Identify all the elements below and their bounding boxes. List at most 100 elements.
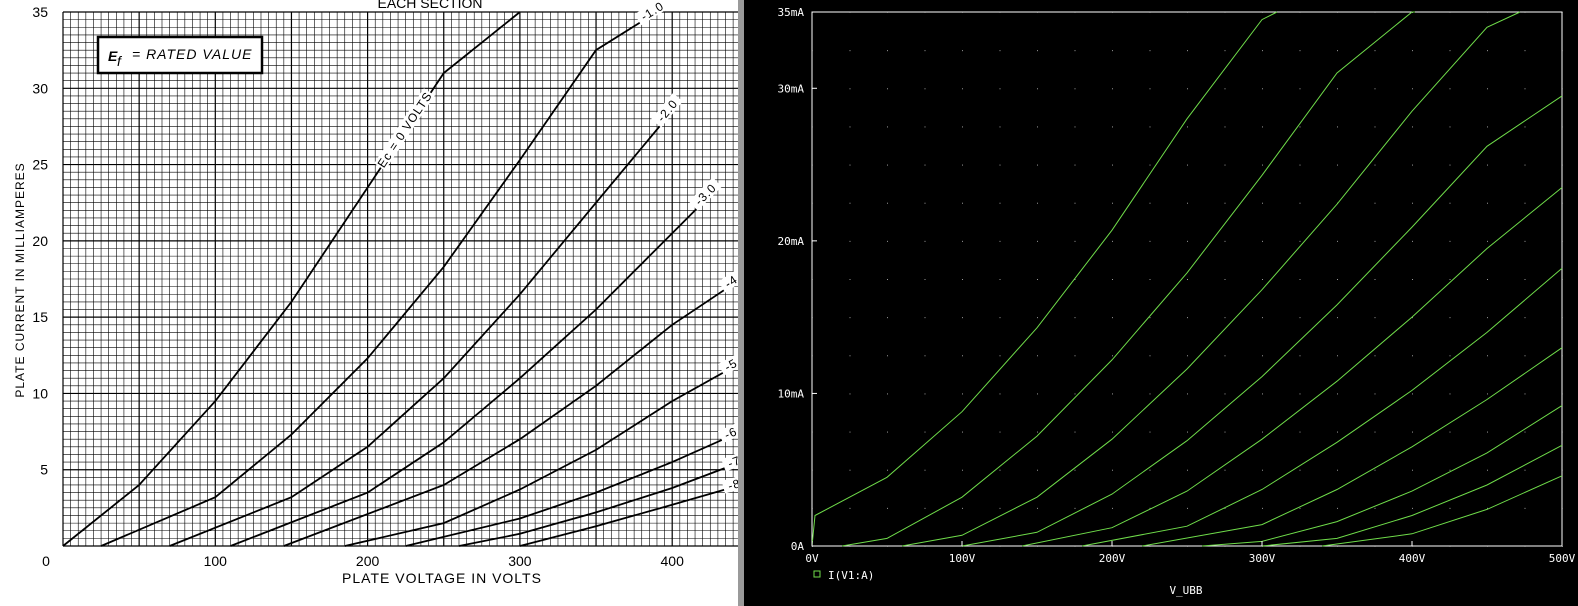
grid-dot <box>1487 317 1488 319</box>
grid-dot <box>1562 431 1563 433</box>
grid-dot <box>1112 88 1113 90</box>
grid-dot <box>887 50 888 52</box>
grid-dot <box>1487 240 1488 242</box>
grid-dot <box>1187 469 1188 471</box>
x-tick-label: 200 <box>356 553 380 569</box>
y-tick-label: 20 <box>32 233 48 249</box>
grid-dot <box>1074 507 1076 509</box>
grid-dot <box>1262 546 1263 547</box>
grid-dot <box>1149 240 1151 242</box>
grid-dot <box>849 202 851 204</box>
grid-dot <box>1224 240 1226 242</box>
grid-dot <box>1487 279 1488 281</box>
grid-dot <box>924 50 926 52</box>
trace-line <box>1201 405 1563 547</box>
grid-dot <box>812 355 813 357</box>
x-tick-label: 0V <box>805 552 819 565</box>
grid-dot <box>849 126 851 128</box>
grid-dot <box>1187 393 1188 395</box>
y-tick-label: 5 <box>40 462 48 478</box>
grid-dot <box>1037 469 1038 471</box>
grid-dot <box>1112 355 1113 357</box>
grid-dot <box>962 317 963 319</box>
grid-dot <box>1149 88 1151 90</box>
grid-dot <box>1337 50 1338 52</box>
grid-dot <box>1299 355 1301 357</box>
grid-dot <box>1337 469 1338 471</box>
grid-dot <box>849 393 851 395</box>
grid-dot <box>1449 202 1451 204</box>
grid-dot <box>1562 240 1563 242</box>
grid-dot <box>1412 202 1413 204</box>
grid-dot <box>1299 50 1301 52</box>
curve-label-text: -7. <box>726 452 738 471</box>
grid-dot <box>849 317 851 319</box>
grid-dot <box>1037 317 1038 319</box>
grid-dot <box>1074 240 1076 242</box>
grid-dot <box>1224 317 1226 319</box>
x-tick-label: 400 <box>661 553 685 569</box>
grid-dot <box>1524 507 1526 509</box>
grid-dot <box>1412 12 1413 14</box>
grid-dot <box>1562 88 1563 90</box>
grid-dot <box>1374 88 1376 90</box>
grid-dot <box>1299 88 1301 90</box>
grid-dot <box>1149 355 1151 357</box>
grid-dot <box>1037 355 1038 357</box>
grid-dot <box>1262 202 1263 204</box>
grid-dot <box>1412 355 1413 357</box>
grid-dot <box>1337 279 1338 281</box>
grid-dot <box>887 88 888 90</box>
grid-dot <box>1262 317 1263 319</box>
grid-dot <box>1074 88 1076 90</box>
grid-dot <box>1562 279 1563 281</box>
grid-dot <box>962 469 963 471</box>
grid-dot <box>1487 164 1488 166</box>
grid-dot <box>1262 164 1263 166</box>
grid-dot <box>812 279 813 281</box>
y-tick-label: 0A <box>791 540 805 553</box>
grid-dot <box>1374 279 1376 281</box>
grid-dot <box>1449 317 1451 319</box>
y-tick-label: 30mA <box>778 82 805 95</box>
grid-dot <box>812 164 813 166</box>
grid-dot <box>1224 126 1226 128</box>
curve-label: -8. <box>721 473 738 494</box>
grid-dot <box>1524 202 1526 204</box>
grid-dot <box>1412 393 1413 395</box>
grid-dot <box>962 164 963 166</box>
right-plot-frame <box>811 11 1563 547</box>
grid-dot <box>887 12 888 14</box>
grid-dot <box>1449 393 1451 395</box>
grid-dot <box>924 317 926 319</box>
grid-dot <box>1149 279 1151 281</box>
curve-line <box>169 110 673 547</box>
grid-dot <box>1374 469 1376 471</box>
grid-dot <box>1449 88 1451 90</box>
grid-dot <box>924 393 926 395</box>
grid-dot <box>1074 12 1076 14</box>
grid-dot <box>924 279 926 281</box>
grid-dot <box>962 431 963 433</box>
grid-dot <box>1337 240 1338 242</box>
grid-dot <box>1074 164 1076 166</box>
grid-dot <box>1412 431 1413 433</box>
grid-dot <box>924 469 926 471</box>
grid-dot <box>1149 507 1151 509</box>
grid-dot <box>1562 546 1563 547</box>
grid-dot <box>1112 50 1113 52</box>
grid-dot <box>999 431 1001 433</box>
grid-dot <box>887 546 888 547</box>
grid-dot <box>1449 431 1451 433</box>
grid-dot <box>887 279 888 281</box>
grid-dot <box>1224 279 1226 281</box>
trace-line <box>1081 267 1563 547</box>
grid-dot <box>1112 126 1113 128</box>
grid-dot <box>1374 126 1376 128</box>
grid-dot <box>887 507 888 509</box>
grid-dot <box>1337 431 1338 433</box>
grid-dot <box>1074 126 1076 128</box>
trace-line <box>901 11 1521 547</box>
grid-dot <box>1524 469 1526 471</box>
grid-dot <box>1074 317 1076 319</box>
